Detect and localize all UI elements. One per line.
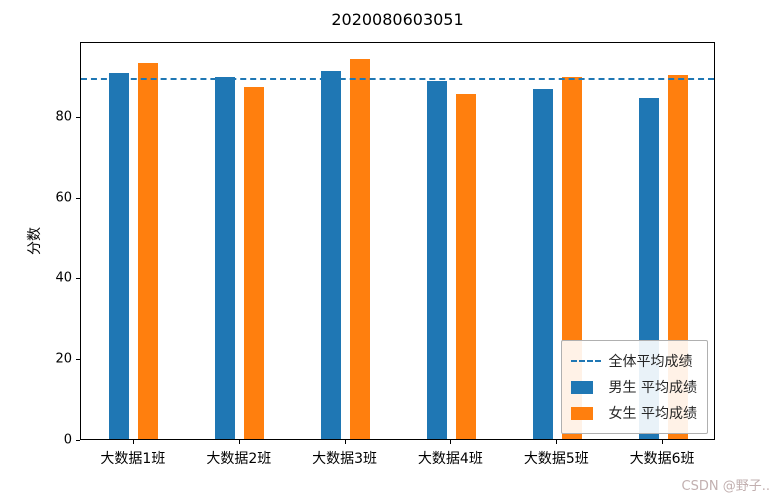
watermark: CSDN @野子.. [681,479,770,494]
bar-male [215,77,236,439]
x-tick-mark [450,440,452,444]
bar-male [426,81,447,439]
legend: 全体平均成绩 男生 平均成绩 女生 平均成绩 [560,340,708,434]
y-tick-mark [76,359,80,361]
legend-male-swatch [570,380,593,394]
x-tick-mark [132,440,134,444]
average-line [81,78,714,81]
y-tick-label: 60 [55,190,72,206]
y-tick-mark [76,116,80,118]
x-tick-mark [238,440,240,444]
x-tick-label: 大数据1班 [100,451,166,467]
y-tick-label: 40 [55,270,72,286]
legend-female-swatch [570,406,593,420]
x-tick-label: 大数据4班 [417,451,483,467]
legend-dashed-line-swatch [570,360,601,362]
legend-item-male: 男生 平均成绩 [570,374,697,400]
legend-item-average: 全体平均成绩 [570,348,697,374]
x-tick-mark [662,440,664,444]
bar-female [350,59,371,439]
y-axis-label: 分数 [27,227,43,255]
plot-area: 全体平均成绩 男生 平均成绩 女生 平均成绩 [80,42,715,440]
x-tick-mark [344,440,346,444]
bar-female [244,87,265,439]
legend-label-female: 女生 平均成绩 [608,406,697,422]
x-tick-label: 大数据5班 [523,451,589,467]
x-tick-label: 大数据2班 [206,451,272,467]
bar-female [455,94,476,439]
y-tick-mark [76,278,80,280]
y-tick-mark [76,440,80,441]
chart-title: 2020080603051 [331,10,464,29]
y-tick-label: 80 [55,109,72,125]
x-tick-label: 大数据6班 [629,451,695,467]
y-tick-mark [76,197,80,199]
bar-male [321,71,342,439]
y-tick-label: 20 [55,351,72,367]
legend-label-average: 全体平均成绩 [608,354,693,370]
y-tick-label: 0 [63,432,72,448]
legend-item-female: 女生 平均成绩 [570,400,697,426]
x-tick-mark [556,440,558,444]
x-tick-label: 大数据3班 [312,451,378,467]
bar-male [109,73,130,439]
legend-label-male: 男生 平均成绩 [608,380,697,396]
bar-female [138,63,159,439]
bar-male [532,89,553,439]
